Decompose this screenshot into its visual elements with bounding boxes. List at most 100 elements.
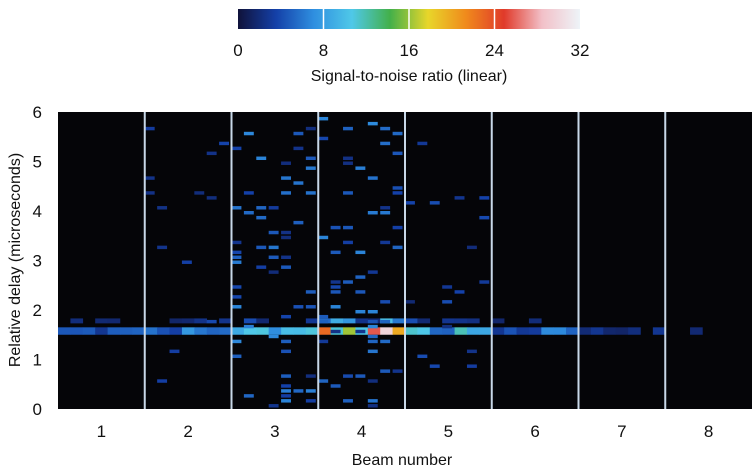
- heatmap-cell: [367, 319, 378, 324]
- colorbar-tick-label: 32: [571, 41, 590, 60]
- heatmap-cell: [132, 327, 146, 335]
- heatmap-cell: [293, 181, 304, 185]
- heatmap-cell: [343, 126, 353, 131]
- heatmap-cell: [281, 327, 294, 335]
- heatmap-cell: [281, 314, 291, 319]
- heatmap-cell: [652, 327, 666, 335]
- heatmap-cell: [231, 146, 242, 151]
- heatmap-cell: [417, 354, 428, 359]
- heatmap-cell: [144, 327, 158, 335]
- heatmap-cell: [367, 327, 381, 335]
- heatmap-cell: [690, 327, 703, 335]
- heatmap-cell: [305, 191, 316, 195]
- heatmap-cell: [256, 245, 267, 250]
- heatmap-cell: [256, 327, 269, 335]
- heatmap-cell: [281, 374, 291, 378]
- heatmap-cell: [268, 230, 279, 235]
- heatmap-cell: [355, 374, 366, 378]
- heatmap-cell: [231, 260, 242, 264]
- heatmap-cell: [343, 225, 353, 230]
- heatmap-cell: [405, 318, 418, 324]
- heatmap-cell: [268, 327, 282, 335]
- heatmap-cell: [541, 327, 555, 335]
- colorbar-tick-label: 0: [233, 41, 242, 60]
- heatmap-cell: [293, 220, 304, 225]
- heatmap-cell: [293, 131, 304, 136]
- heatmap-cell: [405, 327, 418, 335]
- heatmap-cell: [305, 327, 319, 335]
- heatmap-cell: [454, 327, 468, 335]
- heatmap-cell: [231, 339, 242, 344]
- heatmap-cell: [355, 310, 366, 314]
- heatmap-cell: [169, 327, 183, 335]
- heatmap-cell: [206, 196, 217, 200]
- heatmap-cell: [95, 327, 108, 335]
- heatmap-cell: [243, 324, 254, 329]
- y-tick-label: 6: [33, 103, 42, 122]
- y-tick-label: 3: [33, 252, 42, 271]
- heatmap-cell: [442, 318, 455, 324]
- x-axis-ticks: 1 2 3 4 5 6 7 8: [97, 422, 714, 441]
- heatmap-cell: [268, 270, 279, 274]
- heatmap-cell: [615, 327, 629, 335]
- heatmap-cell: [429, 364, 440, 368]
- heatmap-cell: [405, 300, 415, 304]
- heatmap-cell: [281, 339, 291, 344]
- heatmap-cell: [343, 399, 353, 403]
- heatmap-cell: [281, 176, 291, 180]
- heatmap-cell: [305, 305, 316, 309]
- heatmap-cell: [268, 245, 279, 250]
- heatmap-cell: [504, 327, 517, 335]
- heatmap-cell: [343, 280, 353, 284]
- x-tick-label: 3: [270, 422, 279, 441]
- heatmap-cell: [380, 206, 391, 210]
- heatmap-cell: [355, 290, 366, 294]
- heatmap-cell: [380, 126, 391, 131]
- heatmap-cell: [367, 211, 378, 215]
- heatmap-cell: [70, 327, 84, 335]
- heatmap-cell: [479, 196, 490, 200]
- heatmap-cell: [144, 176, 155, 180]
- heatmap-cell: [281, 235, 291, 240]
- heatmap-cell: [355, 250, 366, 255]
- heatmap-cell: [231, 305, 242, 309]
- heatmap-cell: [380, 327, 393, 335]
- heatmap-cell: [318, 327, 331, 335]
- heatmap-cell: [219, 327, 232, 335]
- heatmap-cell: [330, 225, 341, 230]
- x-tick-label: 1: [97, 422, 106, 441]
- heatmap-cell: [590, 327, 604, 335]
- heatmap-cell: [491, 327, 505, 335]
- heatmap-cell: [330, 305, 341, 309]
- heatmap-cell: [107, 327, 121, 335]
- heatmap-cell: [256, 318, 269, 324]
- heatmap-cell: [553, 327, 567, 335]
- heatmap-cell: [367, 176, 378, 180]
- heatmap-cell: [392, 191, 403, 195]
- heatmap-cell: [268, 334, 279, 339]
- heatmap-cell: [355, 166, 366, 170]
- heatmap-cell: [466, 349, 477, 354]
- heatmap-cell: [454, 196, 465, 200]
- heatmap-cell: [243, 394, 254, 398]
- heatmap-cell: [305, 156, 316, 161]
- heatmap-cell: [330, 280, 341, 284]
- heatmap-cell: [343, 191, 353, 195]
- heatmap-cell: [231, 240, 242, 245]
- heatmap-cell: [479, 215, 490, 220]
- heatmap-cell: [243, 191, 254, 195]
- heatmap-cell: [144, 126, 155, 131]
- heatmap-cell: [281, 384, 291, 388]
- heatmap-cell: [392, 151, 403, 156]
- heatmap-cell: [95, 318, 108, 324]
- heatmap-cell: [442, 324, 453, 329]
- heatmap-cell: [318, 116, 329, 121]
- colorbar-tick-label: 16: [400, 41, 419, 60]
- heatmap-cell: [367, 339, 378, 344]
- heatmap-cell: [466, 364, 477, 368]
- heatmap-cell: [466, 327, 480, 335]
- x-tick-label: 6: [530, 422, 539, 441]
- heatmap-cell: [206, 319, 217, 324]
- heatmap-cell: [281, 265, 291, 269]
- y-axis-ticks: 0 1 2 3 4 5 6: [33, 103, 42, 419]
